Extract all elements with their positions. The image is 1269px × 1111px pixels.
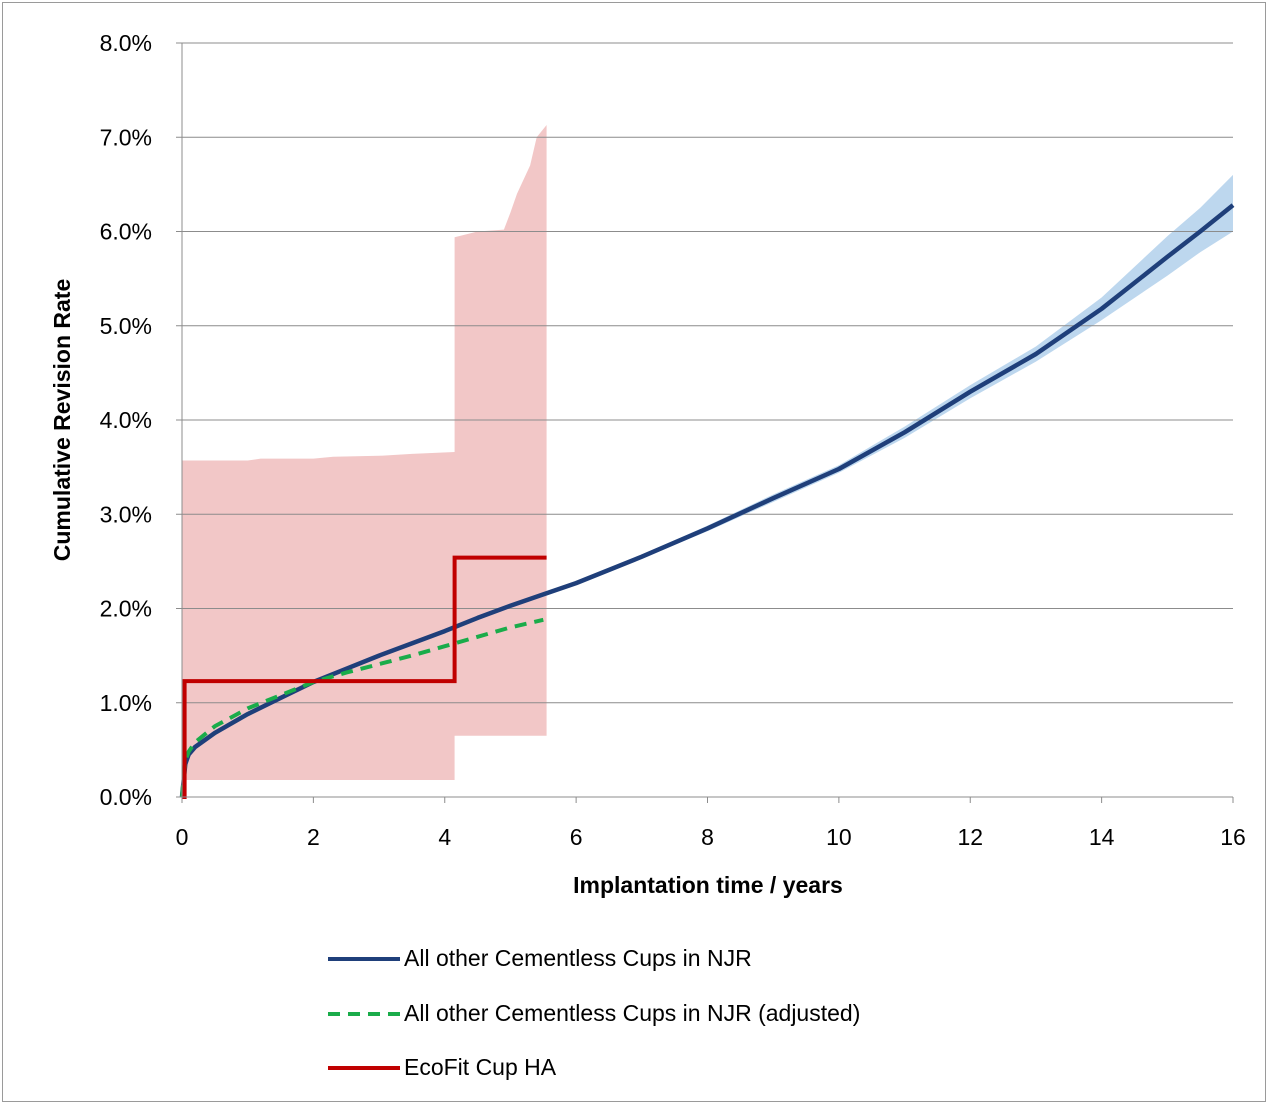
x-tick-label: 6 [570,824,583,850]
gridlines [182,42,1233,704]
y-tick-label: 3.0% [100,501,152,527]
x-tick-label: 12 [957,824,983,850]
legend: All other Cementless Cups in NJR All othe… [328,945,860,1080]
x-axis-title: Implantation time / years [573,872,843,898]
y-tick-label: 2.0% [100,596,152,622]
y-tick-label: 4.0% [100,407,152,433]
x-tick-label: 10 [826,824,852,850]
y-tick-label: 0.0% [100,784,152,810]
legend-label-2: EcoFit Cup HA [404,1054,557,1080]
x-tick-label: 14 [1089,824,1115,850]
x-tick-label: 4 [438,824,451,850]
x-tick-label: 8 [701,824,714,850]
y-tick-label: 7.0% [100,124,152,150]
x-tick-label: 0 [176,824,189,850]
tick-labels: 0.0% 1.0% 2.0% 3.0% 4.0% 5.0% 6.0% 7.0% 8.0% 0 2 4 6… [100,30,1246,850]
x-tick-label: 2 [307,824,320,850]
series-line-0 [179,203,1235,798]
y-tick-label: 1.0% [100,690,152,716]
x-tick-label: 16 [1220,824,1246,850]
y-tick-label: 5.0% [100,313,152,339]
axes [176,42,1234,803]
y-tick-label: 6.0% [100,219,152,245]
legend-label-0: All other Cementless Cups in NJR [404,945,752,971]
y-axis-title: Cumulative Revision Rate [49,279,75,561]
y-tick-label: 8.0% [100,30,152,56]
legend-label-1: All other Cementless Cups in NJR (adjust… [404,1000,860,1026]
